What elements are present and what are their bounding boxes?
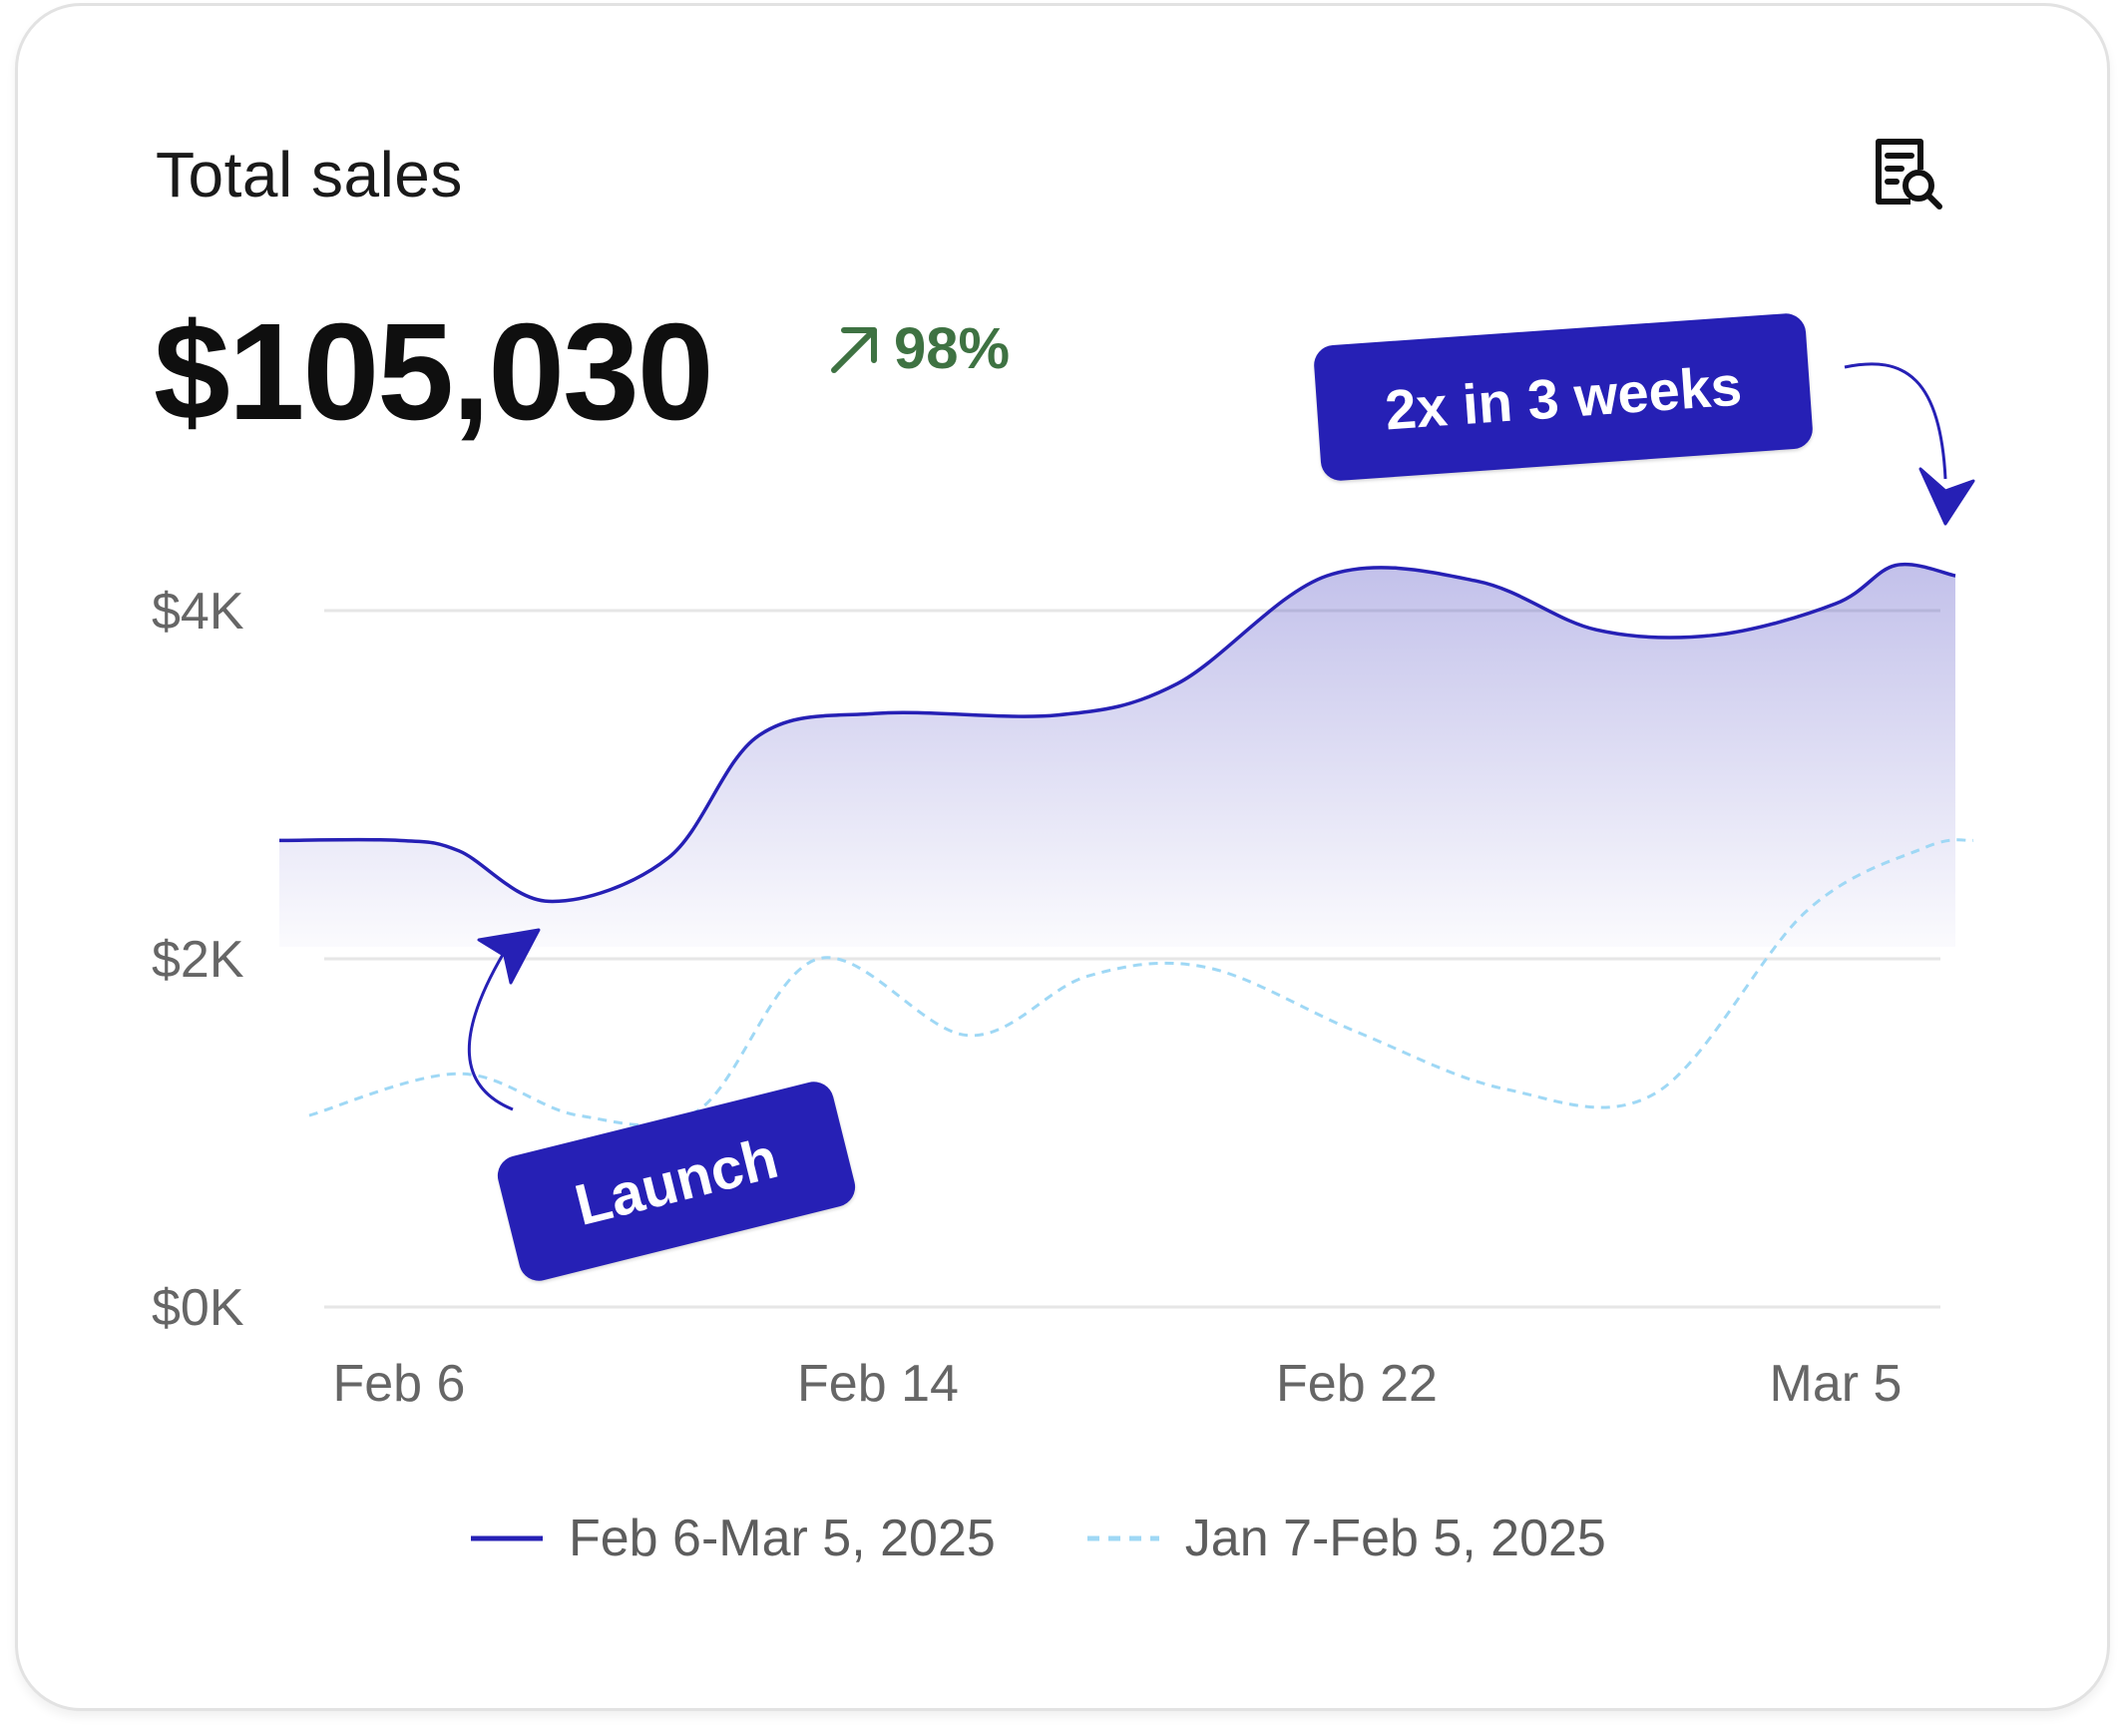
x-tick-label: Feb 6 <box>333 1355 466 1413</box>
series-previous-line <box>308 838 1974 1127</box>
view-report-button[interactable] <box>1869 136 1948 216</box>
card-title: Total sales <box>156 139 463 211</box>
arrow-up-right-icon <box>831 326 877 373</box>
legend-item-current[interactable]: Feb 6-Mar 5, 2025 <box>471 1509 996 1568</box>
report-search-icon <box>1876 139 1942 210</box>
launch-callout-arrow <box>467 952 514 1111</box>
peak-arrowhead <box>1918 467 1975 526</box>
legend-swatch-current <box>471 1535 543 1541</box>
change-percent: 98% <box>894 316 1011 381</box>
legend-label-current: Feb 6-Mar 5, 2025 <box>569 1510 996 1567</box>
launch-arrowhead <box>477 928 541 985</box>
total-sales-value: $105,030 <box>154 295 714 449</box>
x-tick-label: Feb 14 <box>797 1355 959 1413</box>
legend-item-previous[interactable]: Jan 7-Feb 5, 2025 <box>1086 1509 1606 1568</box>
y-tick-label: $4K <box>152 583 244 641</box>
series-current-area <box>279 564 1955 947</box>
legend-label-previous: Jan 7-Feb 5, 2025 <box>1184 1510 1606 1567</box>
x-tick-label: Mar 5 <box>1770 1355 1903 1413</box>
peak-callout-arrow <box>1844 362 1947 480</box>
series-current-line <box>278 562 1956 904</box>
change-badge: 98% <box>828 315 1010 382</box>
legend-swatch-previous <box>1086 1535 1159 1541</box>
y-tick-label: $0K <box>152 1279 244 1337</box>
y-tick-label: $2K <box>152 931 244 989</box>
x-tick-label: Feb 22 <box>1276 1355 1438 1413</box>
chart-legend: Feb 6-Mar 5, 2025 Jan 7-Feb 5, 2025 <box>471 1509 1606 1568</box>
